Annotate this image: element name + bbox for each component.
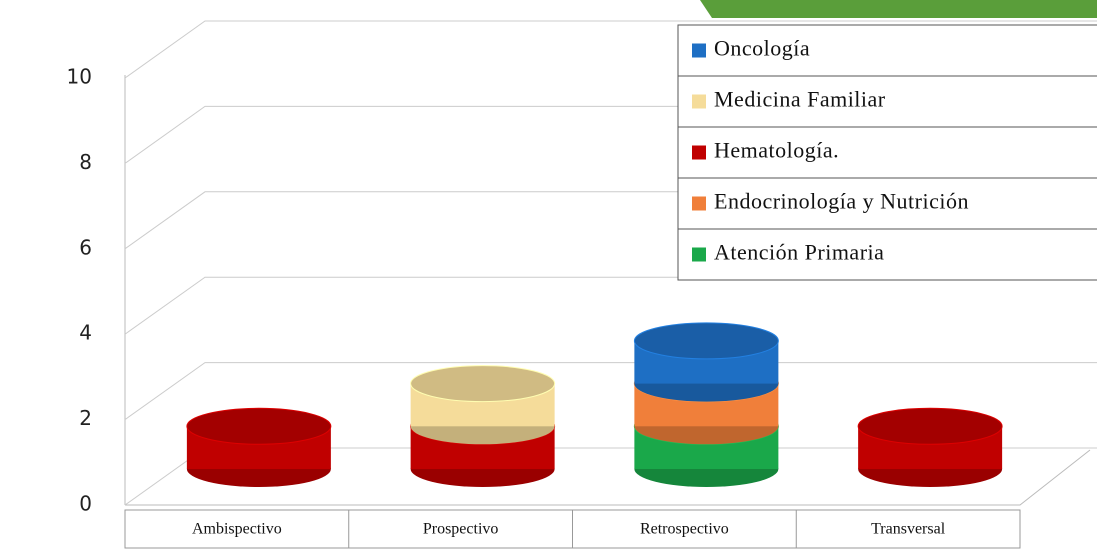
cylinder-top (410, 365, 556, 403)
cylinder-top (186, 407, 332, 445)
cylinder-segment (857, 407, 1003, 487)
cylinder-top (857, 407, 1003, 445)
y-tick-label: 6 (79, 235, 92, 259)
y-tick-label: 10 (67, 65, 92, 89)
legend-label: Endocrinología y Nutrición (714, 189, 969, 214)
grid-line (124, 20, 1097, 79)
legend-swatch (692, 247, 706, 262)
legend-swatch (692, 196, 706, 211)
y-tick-label: 0 (79, 492, 92, 516)
x-tick-label: Ambispectivo (192, 521, 282, 538)
x-tick-label: Prospectivo (423, 521, 499, 538)
cylinder-segment (186, 407, 332, 487)
grid-line (124, 276, 1097, 335)
y-tick-label: 4 (79, 321, 92, 345)
y-tick-label: 8 (79, 150, 92, 174)
cylinder-segment (410, 365, 556, 445)
legend-box (677, 24, 1097, 281)
legend-label: Hematología. (714, 138, 839, 163)
legend-swatch (692, 94, 706, 109)
x-tick-label: Transversal (871, 521, 946, 538)
y-tick-label: 2 (79, 406, 92, 430)
cylinder-segment (633, 322, 779, 402)
cylinder-top (633, 322, 779, 360)
floor-edge (125, 449, 1091, 506)
decoration (700, 0, 1097, 18)
x-tick-label: Retrospectivo (640, 521, 729, 538)
legend-label: Oncología (714, 36, 810, 61)
legend-swatch (692, 43, 706, 58)
legend-swatch (692, 145, 706, 160)
legend-label: Atención Primaria (714, 240, 884, 265)
grid-line (124, 362, 1097, 421)
legend-label: Medicina Familiar (714, 87, 886, 112)
